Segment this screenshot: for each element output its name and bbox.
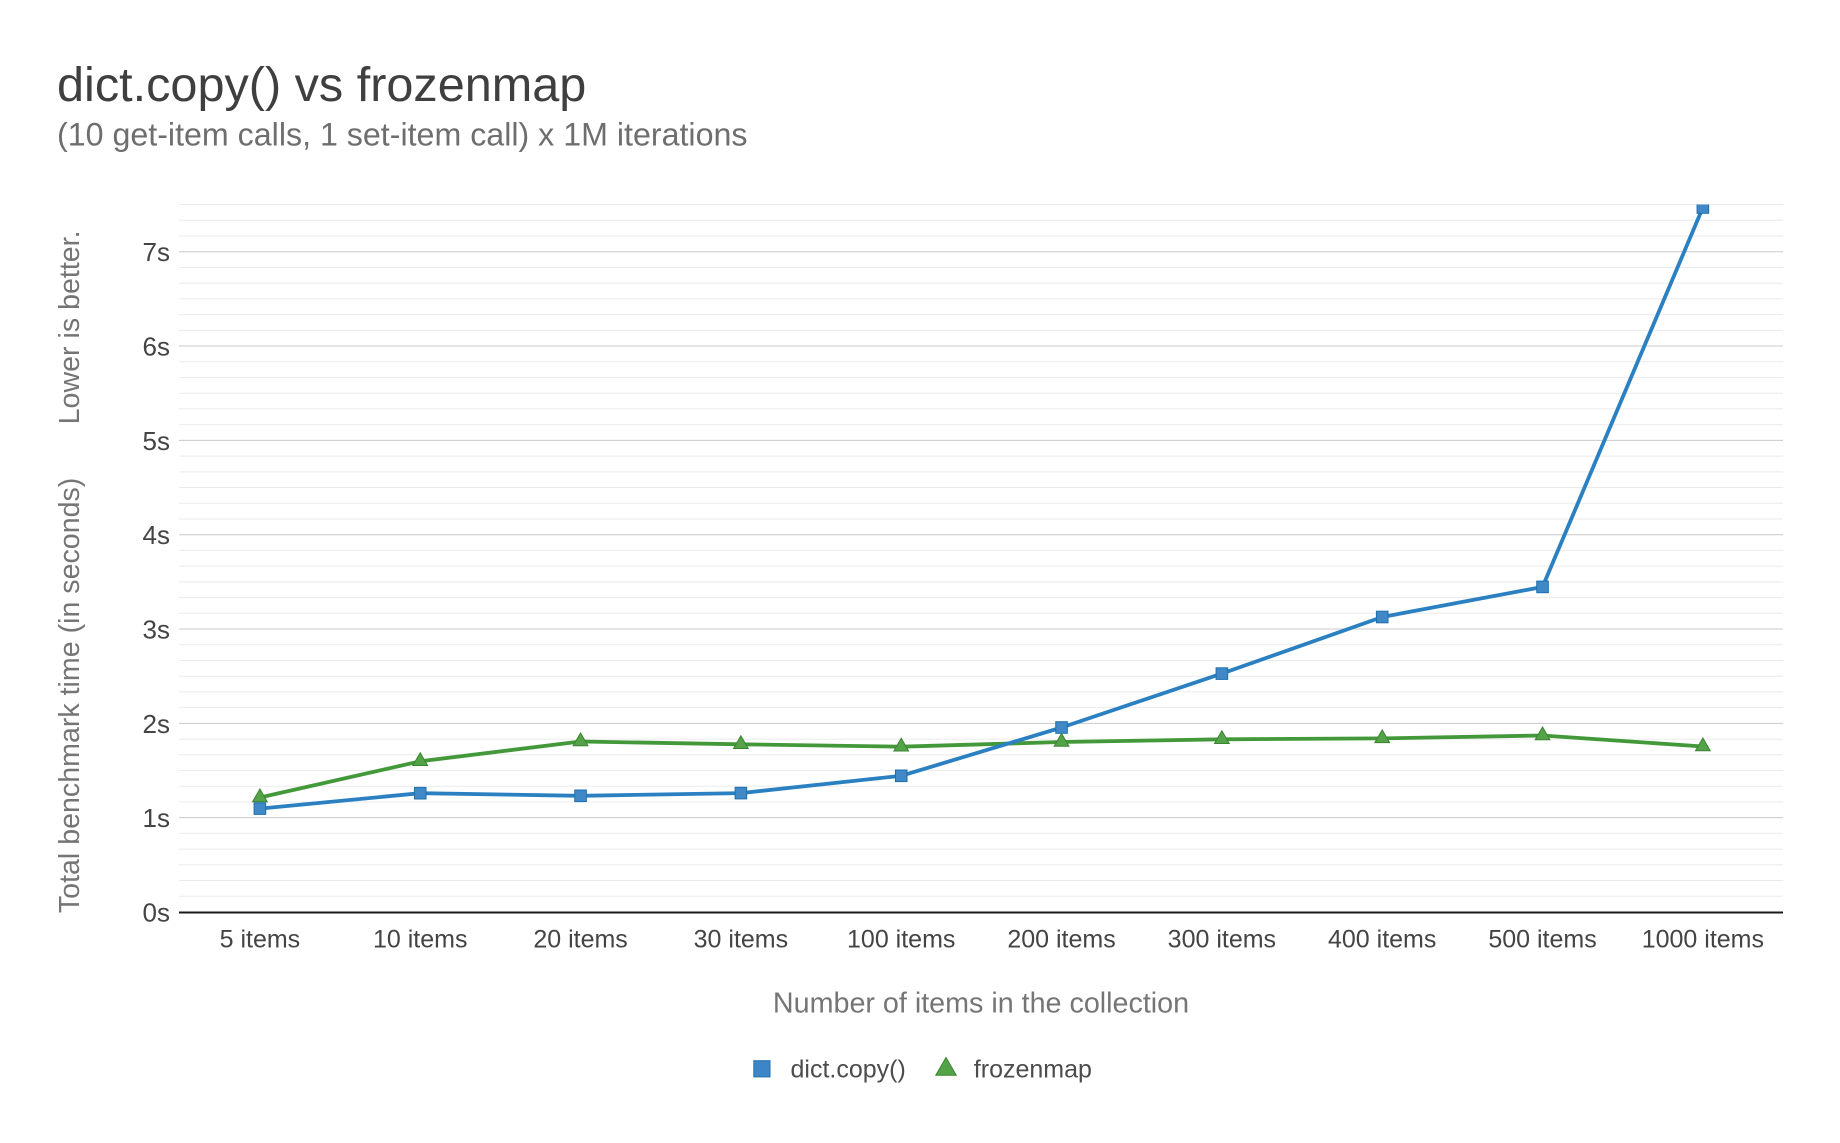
svg-text:10 items: 10 items — [373, 925, 467, 953]
svg-text:Total benchmark time (in secon: Total benchmark time (in seconds) — [54, 478, 86, 913]
svg-text:6s: 6s — [143, 332, 170, 362]
svg-text:5s: 5s — [143, 426, 170, 456]
svg-text:(10 get-item calls, 1 set-item: (10 get-item calls, 1 set-item call) x 1… — [57, 117, 747, 153]
svg-text:2s: 2s — [143, 709, 170, 739]
svg-text:200 items: 200 items — [1007, 925, 1115, 953]
svg-text:400 items: 400 items — [1328, 925, 1436, 953]
svg-text:7s: 7s — [143, 237, 170, 267]
svg-text:dict.copy(): dict.copy() — [791, 1056, 906, 1084]
svg-text:100 items: 100 items — [847, 925, 955, 953]
svg-text:1s: 1s — [143, 803, 170, 833]
svg-text:Lower is better.: Lower is better. — [54, 230, 86, 424]
svg-text:5 items: 5 items — [220, 925, 301, 953]
svg-text:Number of items in the collect: Number of items in the collection — [773, 988, 1189, 1020]
svg-text:3s: 3s — [143, 615, 170, 645]
svg-text:0s: 0s — [143, 898, 170, 928]
svg-text:1000 items: 1000 items — [1642, 925, 1764, 953]
svg-text:500 items: 500 items — [1488, 925, 1596, 953]
svg-text:frozenmap: frozenmap — [974, 1056, 1092, 1084]
svg-text:4s: 4s — [143, 520, 170, 550]
svg-text:dict.copy() vs frozenmap: dict.copy() vs frozenmap — [57, 58, 586, 112]
svg-text:300 items: 300 items — [1168, 925, 1276, 953]
svg-text:30 items: 30 items — [694, 925, 788, 953]
svg-text:20 items: 20 items — [533, 925, 627, 953]
